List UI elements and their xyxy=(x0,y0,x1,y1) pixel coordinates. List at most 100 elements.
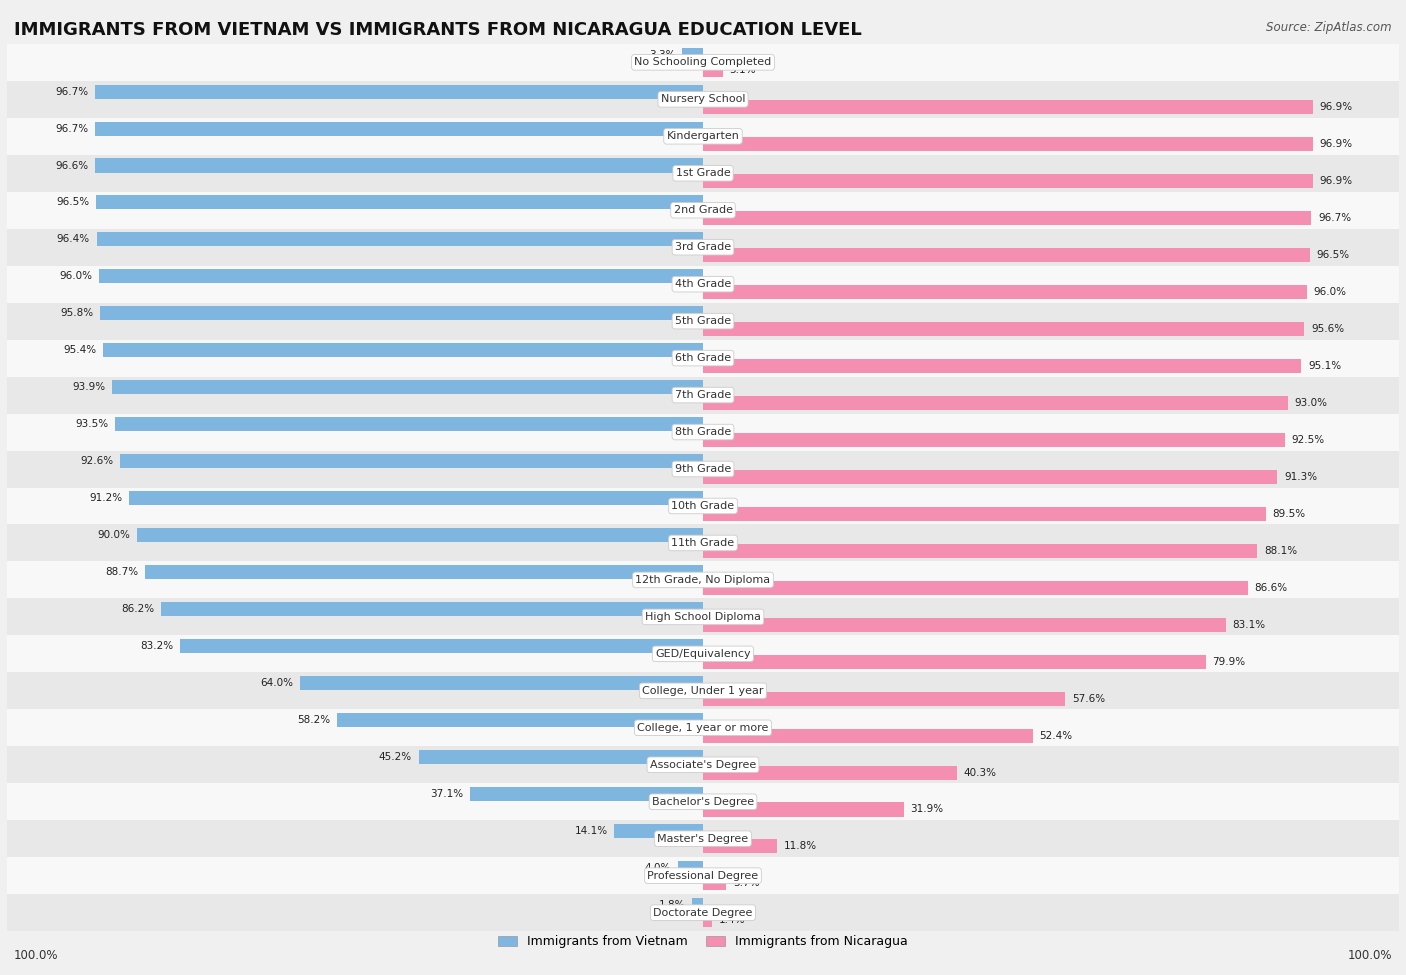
Bar xyxy=(7,229,1399,265)
Text: 88.1%: 88.1% xyxy=(1264,546,1296,556)
Bar xyxy=(96,195,703,210)
Bar xyxy=(703,359,1301,372)
Bar xyxy=(703,654,1205,669)
Text: 11th Grade: 11th Grade xyxy=(672,538,734,548)
Text: 6th Grade: 6th Grade xyxy=(675,353,731,363)
Bar xyxy=(703,100,1313,114)
Bar xyxy=(100,306,703,321)
Text: 96.0%: 96.0% xyxy=(1313,287,1347,297)
Text: 96.6%: 96.6% xyxy=(55,161,89,171)
Text: 95.6%: 95.6% xyxy=(1310,324,1344,333)
Text: 100.0%: 100.0% xyxy=(1348,949,1392,961)
Bar xyxy=(337,713,703,727)
Text: 11.8%: 11.8% xyxy=(785,841,817,851)
Bar xyxy=(7,525,1399,562)
Text: GED/Equivalency: GED/Equivalency xyxy=(655,648,751,659)
Text: 52.4%: 52.4% xyxy=(1039,730,1073,741)
Text: 14.1%: 14.1% xyxy=(575,826,607,836)
Text: 89.5%: 89.5% xyxy=(1272,509,1306,519)
Text: Source: ZipAtlas.com: Source: ZipAtlas.com xyxy=(1267,21,1392,34)
Bar xyxy=(7,820,1399,857)
Bar xyxy=(7,746,1399,783)
Bar xyxy=(703,137,1313,151)
Text: 95.8%: 95.8% xyxy=(60,308,94,319)
Bar xyxy=(7,894,1399,931)
Bar xyxy=(7,636,1399,673)
Bar xyxy=(7,450,1399,488)
Text: 4.0%: 4.0% xyxy=(645,863,671,873)
Bar xyxy=(7,44,1399,81)
Bar xyxy=(121,454,703,468)
Text: 86.2%: 86.2% xyxy=(121,604,155,614)
Text: Kindergarten: Kindergarten xyxy=(666,132,740,141)
Bar xyxy=(160,603,703,616)
Bar xyxy=(7,783,1399,820)
Text: Doctorate Degree: Doctorate Degree xyxy=(654,908,752,917)
Text: 96.9%: 96.9% xyxy=(1319,102,1353,112)
Text: 79.9%: 79.9% xyxy=(1212,656,1246,667)
Bar xyxy=(7,376,1399,413)
Bar xyxy=(7,302,1399,339)
Text: 45.2%: 45.2% xyxy=(378,752,412,762)
Bar xyxy=(703,544,1257,558)
Bar xyxy=(703,396,1288,410)
Text: 12th Grade, No Diploma: 12th Grade, No Diploma xyxy=(636,575,770,585)
Text: 64.0%: 64.0% xyxy=(260,678,294,688)
Bar xyxy=(115,417,703,431)
Text: 4th Grade: 4th Grade xyxy=(675,279,731,290)
Bar xyxy=(703,433,1285,447)
Text: 91.3%: 91.3% xyxy=(1284,472,1317,482)
Bar xyxy=(703,728,1032,743)
Legend: Immigrants from Vietnam, Immigrants from Nicaragua: Immigrants from Vietnam, Immigrants from… xyxy=(494,930,912,954)
Bar xyxy=(7,857,1399,894)
Text: 92.6%: 92.6% xyxy=(80,456,114,466)
Text: 3rd Grade: 3rd Grade xyxy=(675,242,731,253)
Text: 96.9%: 96.9% xyxy=(1319,139,1353,149)
Bar xyxy=(614,824,703,838)
Text: 96.5%: 96.5% xyxy=(1317,250,1350,260)
Bar xyxy=(7,192,1399,229)
Text: 92.5%: 92.5% xyxy=(1292,435,1324,445)
Bar xyxy=(703,914,711,927)
Bar xyxy=(703,617,1226,632)
Text: Bachelor's Degree: Bachelor's Degree xyxy=(652,797,754,806)
Text: 96.4%: 96.4% xyxy=(56,234,90,245)
Bar xyxy=(419,750,703,764)
Bar xyxy=(703,765,956,780)
Text: 8th Grade: 8th Grade xyxy=(675,427,731,437)
Bar xyxy=(703,174,1313,188)
Text: 96.5%: 96.5% xyxy=(56,198,89,208)
Bar xyxy=(145,566,703,579)
Text: College, Under 1 year: College, Under 1 year xyxy=(643,685,763,696)
Text: 100.0%: 100.0% xyxy=(14,949,58,961)
Text: 1.4%: 1.4% xyxy=(718,916,745,925)
Text: 58.2%: 58.2% xyxy=(297,715,330,725)
Bar xyxy=(703,581,1247,595)
Bar xyxy=(94,85,703,98)
Bar xyxy=(7,265,1399,302)
Text: 95.1%: 95.1% xyxy=(1308,361,1341,370)
Bar xyxy=(703,248,1310,262)
Bar xyxy=(96,159,703,173)
Text: IMMIGRANTS FROM VIETNAM VS IMMIGRANTS FROM NICARAGUA EDUCATION LEVEL: IMMIGRANTS FROM VIETNAM VS IMMIGRANTS FR… xyxy=(14,21,862,39)
Text: 93.0%: 93.0% xyxy=(1295,398,1327,408)
Text: 3.1%: 3.1% xyxy=(730,65,755,75)
Text: High School Diploma: High School Diploma xyxy=(645,612,761,622)
Text: 83.1%: 83.1% xyxy=(1233,620,1265,630)
Text: 95.4%: 95.4% xyxy=(63,345,96,355)
Bar xyxy=(703,211,1312,225)
Text: 9th Grade: 9th Grade xyxy=(675,464,731,474)
Bar xyxy=(7,118,1399,155)
Bar xyxy=(703,507,1265,521)
Text: Nursery School: Nursery School xyxy=(661,95,745,104)
Bar xyxy=(703,470,1277,484)
Text: Associate's Degree: Associate's Degree xyxy=(650,760,756,770)
Text: 96.7%: 96.7% xyxy=(1317,213,1351,223)
Text: 2nd Grade: 2nd Grade xyxy=(673,205,733,215)
Bar xyxy=(703,802,904,816)
Bar xyxy=(103,343,703,358)
Text: College, 1 year or more: College, 1 year or more xyxy=(637,722,769,733)
Text: Master's Degree: Master's Degree xyxy=(658,834,748,843)
Bar xyxy=(703,322,1305,336)
Text: 37.1%: 37.1% xyxy=(430,789,463,799)
